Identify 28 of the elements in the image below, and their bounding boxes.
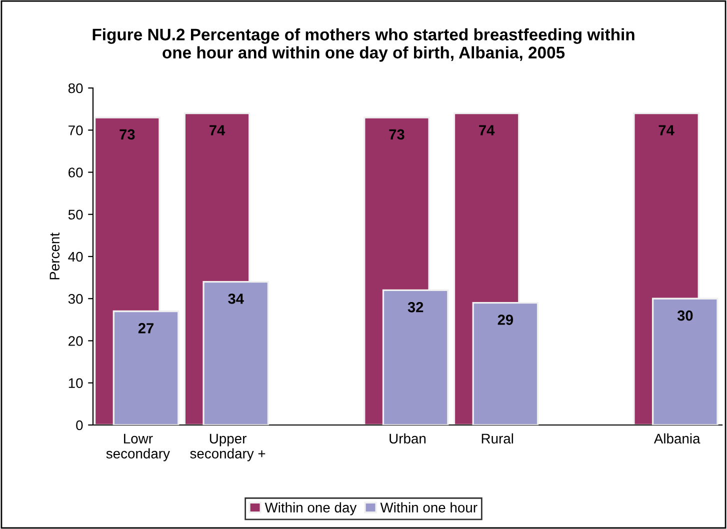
x-tick-label: Albania (654, 433, 700, 444)
data-label: 74 (479, 125, 495, 136)
y-tick-label: 20 (68, 336, 83, 346)
data-label: 73 (120, 129, 135, 140)
x-tick-label: Rural (482, 433, 514, 444)
y-axis-title: Percent (50, 232, 60, 280)
data-label: 74 (658, 125, 674, 136)
chart-title: Figure NU.2 Percentage of mothers who started breastfeeding within one hour and within one day of birth, Albania, 2005 (92, 28, 634, 62)
y-tick-label: 0 (76, 420, 83, 430)
y-tick-label: 60 (68, 168, 83, 178)
y-tick-label: 40 (68, 252, 83, 262)
legend-label: Within one hour (380, 502, 478, 512)
x-tick-label: Upper secondary + (190, 434, 266, 462)
x-tick-label: Lowr secondary (106, 434, 170, 462)
x-tick-label: Urban (390, 433, 426, 444)
data-label: 74 (210, 125, 226, 136)
y-tick-label: 10 (68, 378, 83, 388)
y-tick-label: 30 (68, 294, 83, 304)
data-label: 32 (408, 302, 424, 312)
data-label: 34 (228, 294, 244, 304)
y-tick-label: 50 (68, 210, 83, 220)
data-label: 73 (389, 129, 404, 140)
data-label: 29 (498, 314, 514, 325)
data-label: 30 (677, 310, 693, 321)
data-label: 27 (138, 323, 154, 334)
y-tick-label: 80 (68, 83, 83, 94)
legend-label: Within one day (264, 502, 357, 516)
y-tick-label: 70 (68, 125, 83, 136)
